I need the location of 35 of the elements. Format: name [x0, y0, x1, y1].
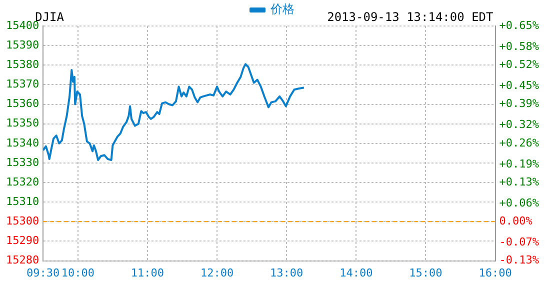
- y2-tick-label: +0.58%: [499, 40, 540, 53]
- y-tick-label: 15330: [6, 156, 40, 169]
- y-tick-label: 15320: [6, 175, 40, 188]
- y2-tick-label: -0.13%: [499, 254, 540, 267]
- y2-tick-label: +0.39%: [499, 97, 540, 110]
- x-tick-label: 09:30: [26, 266, 60, 280]
- y-tick-label: 15350: [6, 116, 40, 130]
- y-tick-label: 15370: [6, 78, 40, 91]
- x-tick-label: 14:00: [340, 266, 373, 280]
- y2-tick-label: 0.00%: [499, 214, 533, 228]
- x-tick-label: 15:00: [409, 266, 442, 280]
- y-tick-label: 15340: [6, 136, 40, 150]
- y2-tick-label: -0.07%: [499, 236, 540, 249]
- y2-tick-label: +0.45%: [499, 79, 540, 92]
- y2-tick-label: +0.65%: [499, 18, 540, 32]
- y-tick-label: 15310: [6, 194, 40, 208]
- y-tick-label: 15300: [6, 214, 40, 228]
- y2-tick-label: +0.52%: [499, 58, 540, 71]
- x-tick-label: 13:00: [270, 266, 304, 280]
- y-tick-label: 15360: [6, 97, 40, 110]
- x-tick-label: 11:00: [130, 266, 164, 280]
- y2-tick-label: +0.19%: [499, 157, 540, 170]
- x-tick-label: 16:00: [478, 266, 512, 280]
- y-tick-label: 15390: [6, 38, 40, 52]
- y2-tick-label: +0.13%: [499, 175, 540, 188]
- text: 2013-09-13 13:14:00 EDT: [327, 10, 494, 24]
- y2-tick-label: +0.26%: [499, 136, 540, 150]
- y-tick-label: 15280: [6, 254, 40, 267]
- x-tick-label: 12:00: [200, 266, 234, 280]
- y-tick-label: 15290: [6, 234, 40, 248]
- legend-label: 价格: [270, 2, 294, 16]
- y2-tick-label: +0.06%: [499, 196, 540, 210]
- y-tick-label: 15380: [6, 58, 40, 71]
- y2-tick-label: +0.32%: [499, 118, 540, 132]
- x-tick-label: 10:00: [61, 266, 94, 280]
